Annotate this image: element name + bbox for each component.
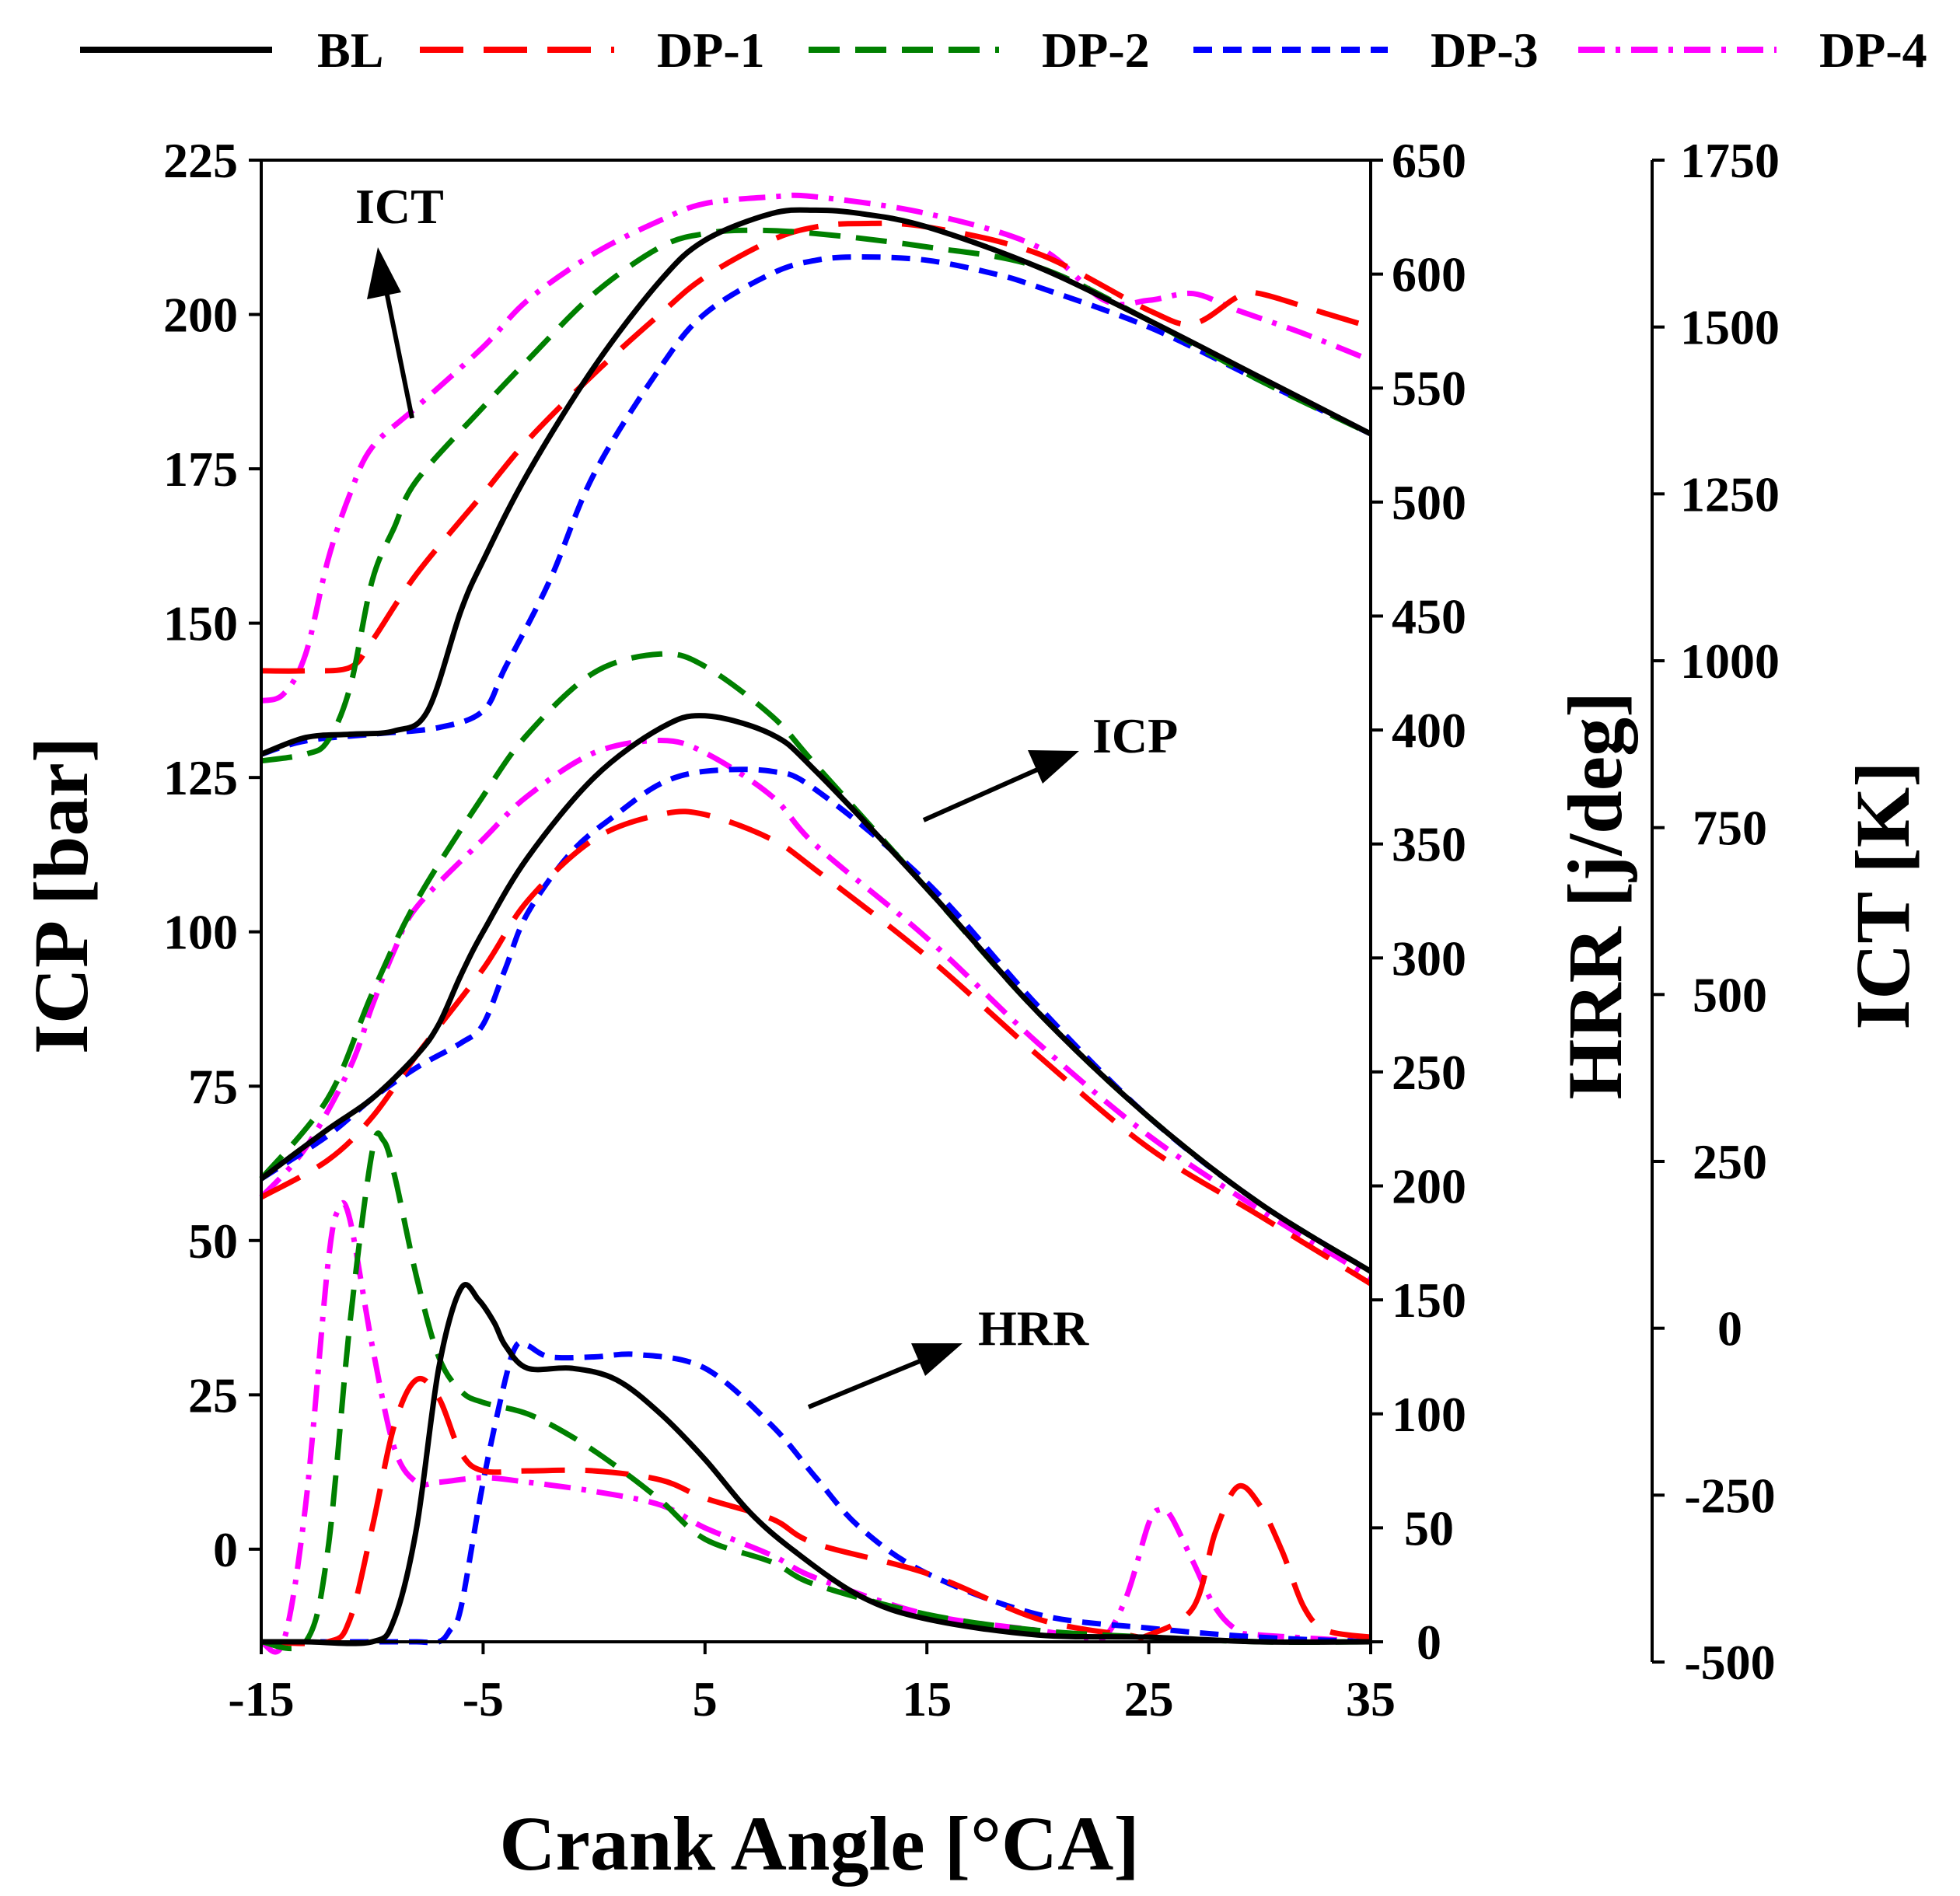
series-line-icp-dp-4 xyxy=(259,738,1372,1280)
icp-annotation-label: ICP xyxy=(1092,708,1178,763)
series-line-icp-dp-3 xyxy=(260,766,1372,1274)
ict-tick-label: -250 xyxy=(1684,1468,1775,1523)
icp-tick-label: 100 xyxy=(163,905,238,960)
icp-axis-title: ICP [bar] xyxy=(18,737,104,1054)
hrr-annotation-label: HRR xyxy=(978,1301,1089,1356)
x-axis-title: Crank Angle [°CA] xyxy=(499,1800,1139,1887)
ict-tick-label: 1000 xyxy=(1680,634,1780,689)
hrr-tick-label: 200 xyxy=(1392,1159,1466,1214)
icp-tick-label: 175 xyxy=(163,442,238,497)
hrr-tick-label: 150 xyxy=(1392,1273,1466,1328)
icp-annotation-arrowhead xyxy=(1028,750,1079,784)
hrr-annotation-arrowhead xyxy=(911,1343,963,1376)
legend-label-dp-1: DP-1 xyxy=(657,23,765,78)
series-line-ict-dp-4 xyxy=(260,192,1372,704)
x-tick-label: 5 xyxy=(693,1671,718,1727)
legend-label-dp-3: DP-3 xyxy=(1431,23,1539,78)
hrr-tick-label: 100 xyxy=(1392,1387,1466,1442)
series-line-hrr-dp-1 xyxy=(260,1375,1371,1646)
ict-annotation-label: ICT xyxy=(355,179,444,234)
hrr-tick-label: 250 xyxy=(1392,1045,1466,1100)
series-line-ict-bl xyxy=(260,207,1372,757)
ict-annotation-arrow xyxy=(381,275,414,419)
ict-axis-title: ICT [K] xyxy=(1839,761,1926,1029)
series-line-hrr-dp-2 xyxy=(260,1130,1371,1652)
legend: BL DP-1 DP-2 DP-3 DP-4 xyxy=(80,23,1927,78)
x-tick-label: 25 xyxy=(1124,1671,1174,1727)
hrr-tick-label: 650 xyxy=(1392,133,1466,188)
ict-tick-label: -500 xyxy=(1684,1635,1775,1690)
ict-tick-label: 1750 xyxy=(1680,133,1780,188)
icp-tick-label: 25 xyxy=(188,1367,238,1423)
legend-label-dp-2: DP-2 xyxy=(1042,23,1150,78)
icp-annotation-arrow xyxy=(922,762,1051,822)
series-line-hrr-bl xyxy=(261,1282,1371,1646)
hrr-tick-label: 500 xyxy=(1392,475,1466,530)
icp-tick-label: 125 xyxy=(163,750,238,805)
hrr-tick-label: 450 xyxy=(1392,588,1466,644)
legend-label-bl: BL xyxy=(317,23,383,78)
legend-label-dp-4: DP-4 xyxy=(1819,23,1927,78)
series-line-icp-bl xyxy=(259,713,1372,1274)
ict-tick-label: 1500 xyxy=(1680,300,1780,355)
icp-tick-label: 75 xyxy=(188,1059,238,1114)
icp-tick-label: 50 xyxy=(188,1213,238,1269)
series-line-hrr-dp-4 xyxy=(260,1199,1371,1655)
series-line-ict-dp-3 xyxy=(260,254,1372,757)
plot-series xyxy=(259,192,1372,1655)
hrr-axis-title: HRR [j/deg] xyxy=(1552,692,1638,1100)
series-line-ict-dp-1 xyxy=(260,220,1372,674)
icp-tick-label: 0 xyxy=(213,1522,238,1577)
icp-tick-label: 200 xyxy=(163,288,238,343)
hrr-annotation-arrow xyxy=(807,1353,935,1409)
x-tick-label: 15 xyxy=(902,1671,952,1727)
ict-tick-label: 0 xyxy=(1717,1301,1742,1357)
axes: -15 -5 5 15 25 350255075100125150175200225050… xyxy=(163,133,1780,1727)
hrr-tick-label: 350 xyxy=(1392,817,1466,872)
ict-tick-label: 250 xyxy=(1693,1134,1767,1189)
hrr-tick-label: 50 xyxy=(1404,1500,1454,1556)
ict-tick-label: 750 xyxy=(1693,801,1767,856)
ict-tick-label: 1250 xyxy=(1680,466,1780,522)
icp-tick-label: 225 xyxy=(163,133,238,188)
x-tick-label: -15 xyxy=(228,1671,294,1727)
icp-tick-label: 150 xyxy=(163,596,238,651)
x-tick-label: -5 xyxy=(463,1671,504,1727)
x-tick-label: 35 xyxy=(1346,1671,1396,1727)
ict-tick-label: 500 xyxy=(1693,967,1767,1022)
hrr-tick-label: 300 xyxy=(1392,931,1466,986)
hrr-tick-label: 400 xyxy=(1392,703,1466,758)
hrr-tick-label: 600 xyxy=(1392,247,1466,302)
hrr-tick-label: 0 xyxy=(1417,1615,1441,1670)
hrr-tick-label: 550 xyxy=(1392,361,1466,416)
ict-annotation-arrowhead xyxy=(367,247,401,299)
